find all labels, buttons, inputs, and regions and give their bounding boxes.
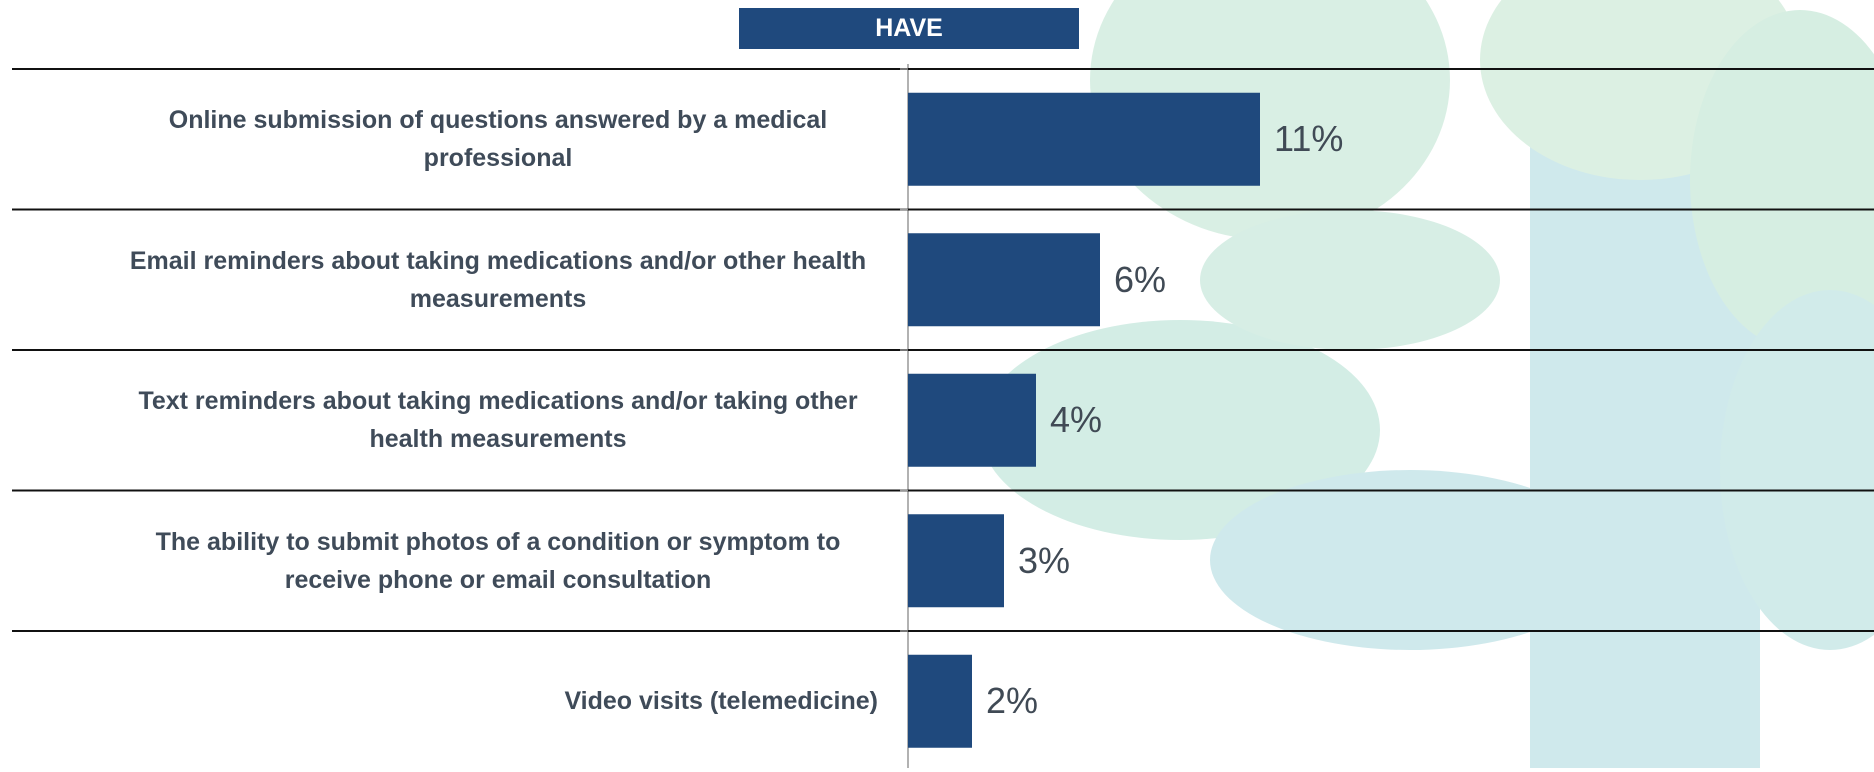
category-label: The ability to submit photos of a condit… [0, 491, 878, 632]
category-text: Online submission of questions answered … [168, 106, 828, 173]
category-text: The ability to submit photos of a condit… [155, 527, 841, 594]
value-label: 4% [1050, 399, 1103, 441]
value-label: 2% [986, 680, 1039, 722]
bar [908, 654, 972, 748]
bar [908, 92, 1260, 186]
leaf [1690, 10, 1874, 350]
bar [908, 373, 1036, 467]
category-label: Email reminders about taking medications… [0, 210, 878, 351]
category-label: Text reminders about taking medications … [0, 350, 878, 491]
bar [908, 233, 1100, 327]
value-label: 11% [1274, 118, 1344, 160]
leaf [1720, 290, 1874, 650]
leaf [1200, 210, 1500, 350]
chart-title: HAVE [739, 8, 1079, 49]
bar [908, 514, 1004, 608]
category-label: Video visits (telemedicine) [0, 631, 878, 772]
category-text: Video visits (telemedicine) [564, 687, 878, 716]
category-text: Email reminders about taking medications… [129, 246, 867, 313]
leaf [980, 320, 1380, 540]
category-text: Text reminders about taking medications … [138, 387, 858, 454]
value-label: 3% [1018, 539, 1071, 581]
leaf [1210, 470, 1610, 650]
value-label: 6% [1114, 258, 1167, 300]
category-label: Online submission of questions answered … [0, 69, 878, 210]
